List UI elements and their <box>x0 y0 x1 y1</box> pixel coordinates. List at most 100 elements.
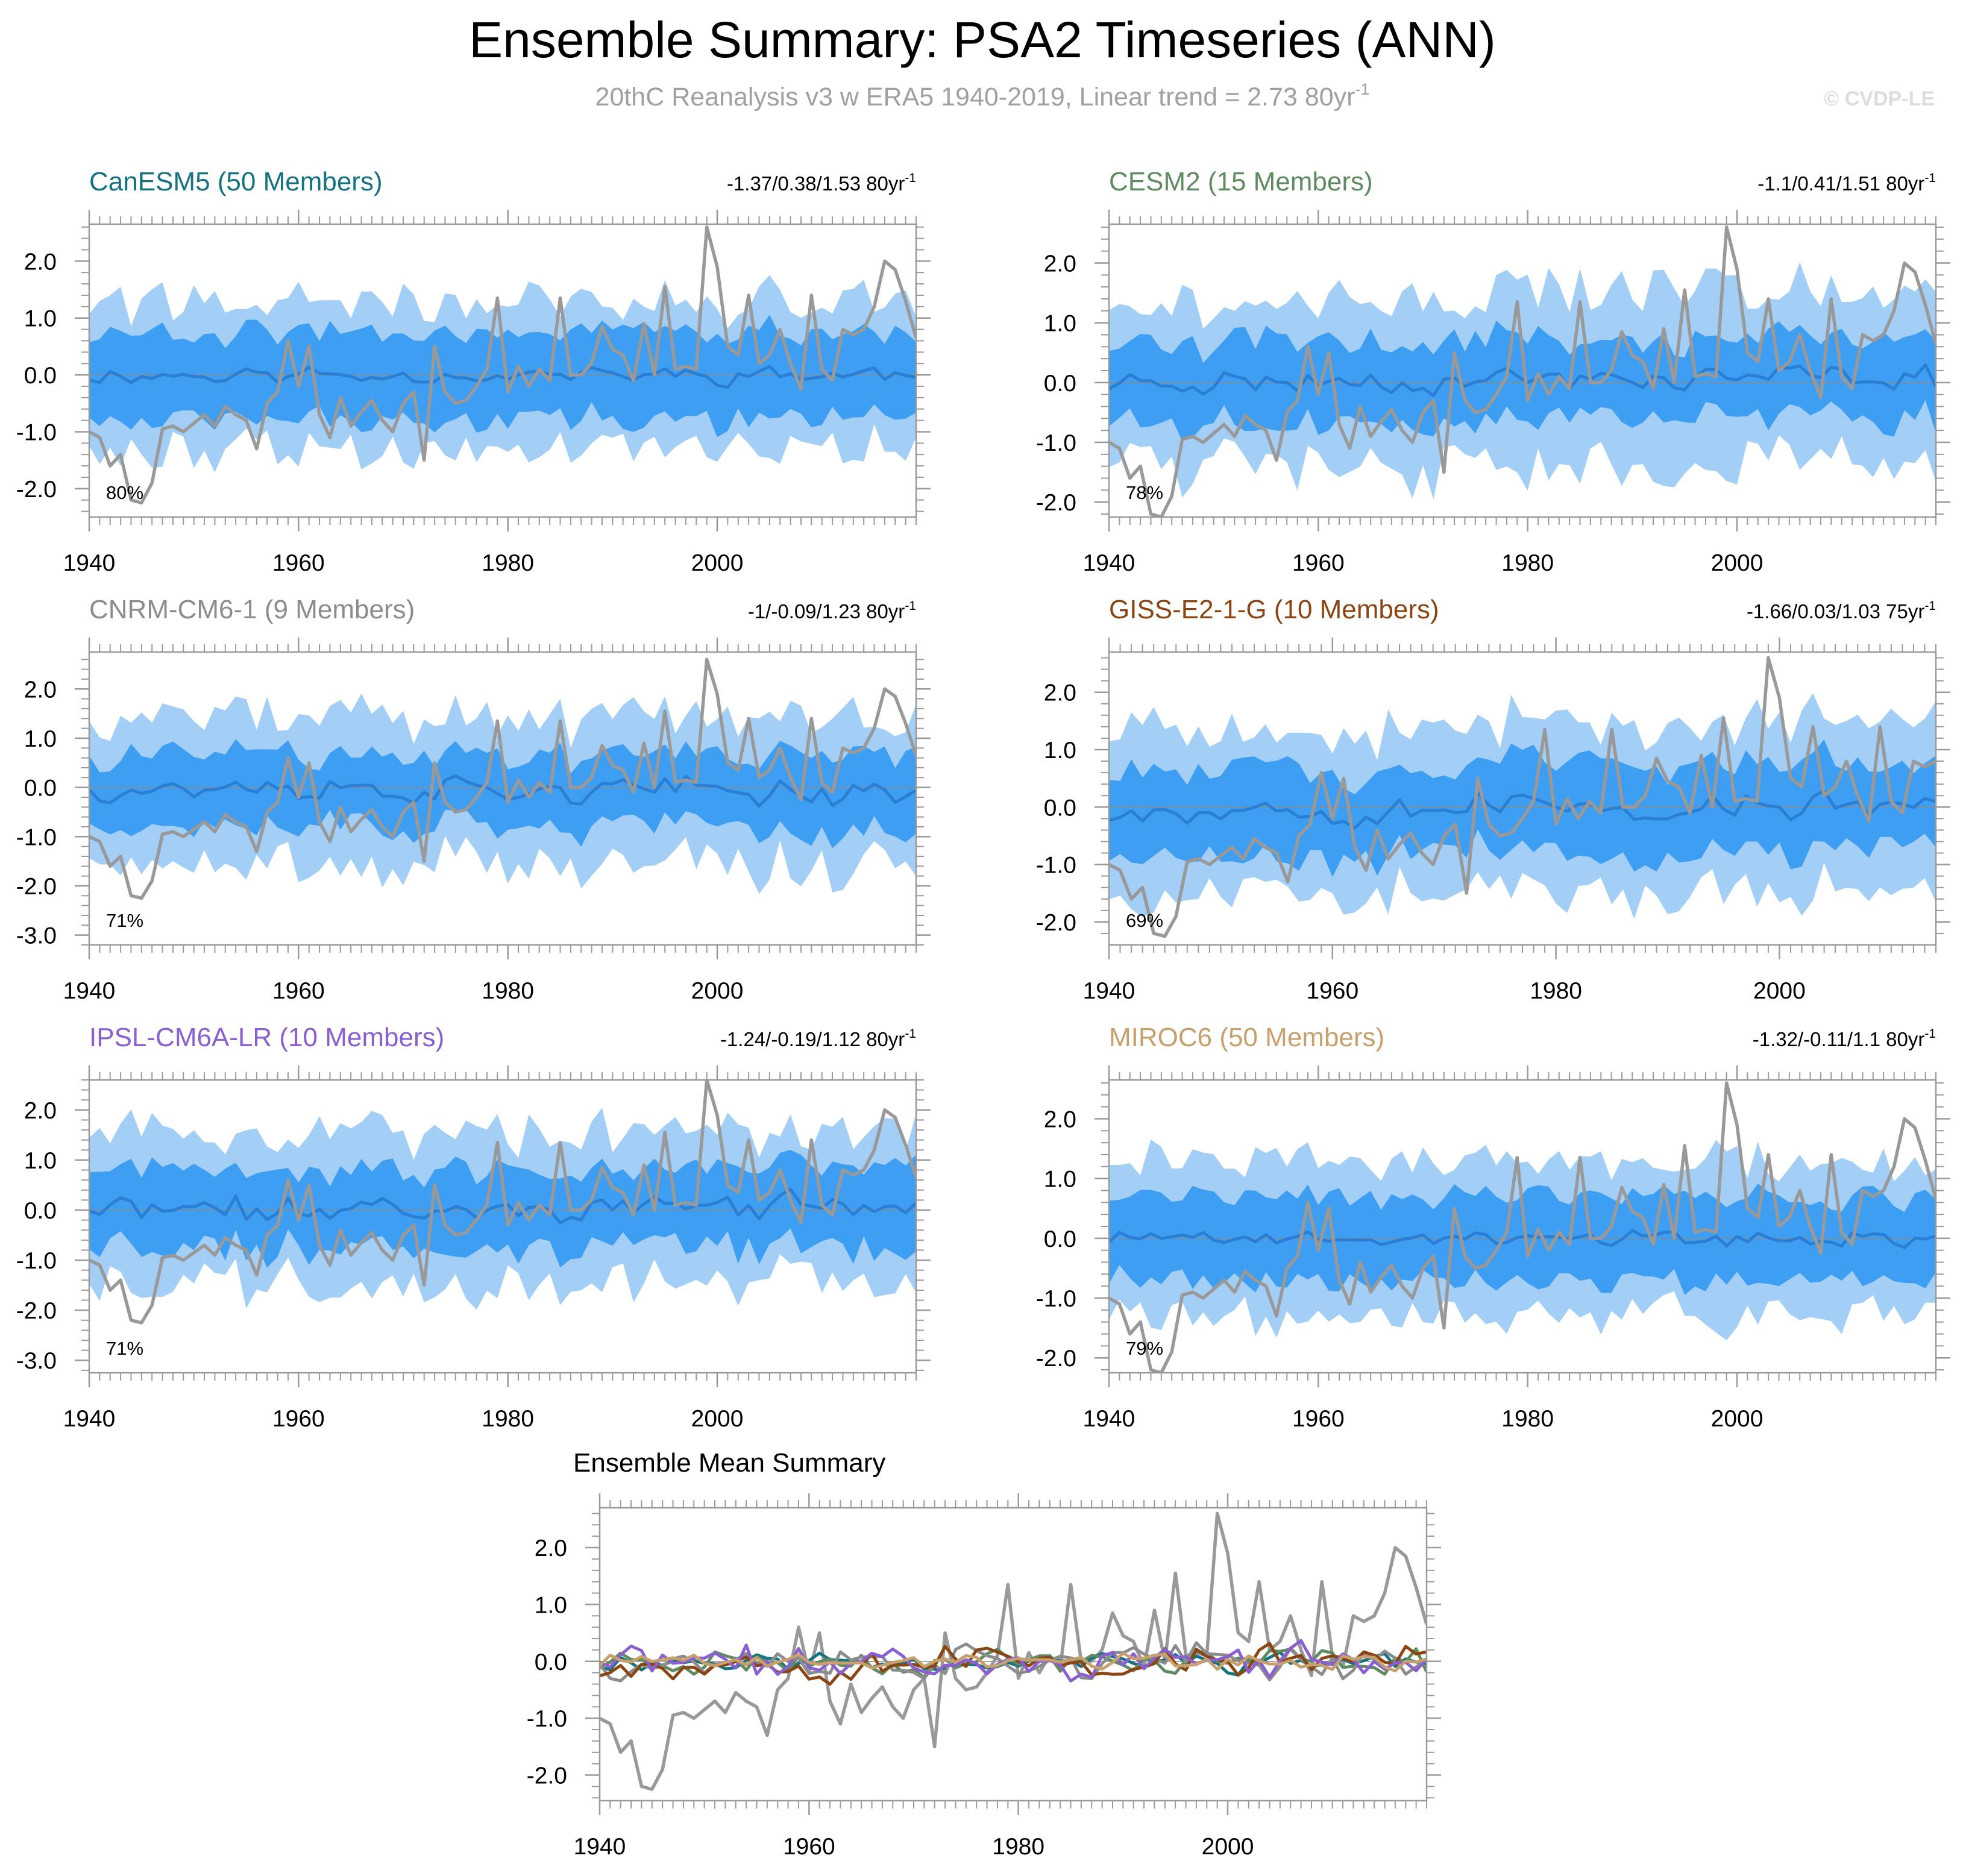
giss-e2-1-g-ensemble-mean-line <box>1109 789 1936 830</box>
canesm5-stats-superscript: -1 <box>905 171 916 185</box>
cnrm-cm6-1-minor-ticks <box>81 644 924 953</box>
cnrm-cm6-1-xtick-label: 2000 <box>691 978 744 1004</box>
miroc6-ytick-label: -1.0 <box>1036 1286 1076 1312</box>
canesm5-ensemble-mean-line <box>89 365 916 389</box>
giss-e2-1-g-xtick-label: 1940 <box>1083 978 1135 1004</box>
cesm2-ytick-label: 1.0 <box>1044 311 1076 337</box>
ipsl-cm6a-lr-stats-text: -1.24/-0.19/1.12 80yr <box>720 1028 905 1050</box>
ipsl-cm6a-lr-xtick-label: 1980 <box>482 1406 534 1432</box>
cnrm-cm6-1-ytick-label: 2.0 <box>24 677 57 703</box>
cnrm-cm6-1-ytick-label: -1.0 <box>16 824 57 850</box>
ipsl-cm6a-lr-panel-title: IPSL-CM6A-LR (10 Members) <box>89 1023 444 1052</box>
cnrm-cm6-1-ytick-label: 1.0 <box>24 726 57 752</box>
miroc6-xtick-label: 1960 <box>1292 1406 1345 1432</box>
cesm2-plot-area <box>1109 225 1936 517</box>
miroc6-xtick-label: 1980 <box>1501 1406 1554 1432</box>
ensemble-mean-ytick-label: -2.0 <box>527 1763 567 1789</box>
ensemble-mean-ytick-label: 0.0 <box>535 1649 567 1675</box>
canesm5-plot-area <box>89 225 916 505</box>
cnrm-cm6-1-stats-text: -1/-0.09/1.23 80yr <box>748 600 905 623</box>
miroc6-panel-stats: -1.32/-0.11/1.1 80yr-1 <box>1753 1027 1936 1050</box>
panel-giss-e2-1-g: GISS-E2-1-G (10 Members) -1.66/0.03/1.03 … <box>1036 595 1950 1004</box>
cesm2-xtick-label: 1980 <box>1501 550 1554 576</box>
giss-e2-1-g-xtick-label: 1960 <box>1306 978 1358 1004</box>
ipsl-cm6a-lr-axes-frame <box>88 1079 917 1374</box>
giss-e2-1-g-observations-line <box>1109 656 1936 938</box>
canesm5-ytick-label: 2.0 <box>24 249 57 275</box>
miroc6-percent-label: 79% <box>1126 1338 1163 1359</box>
giss-e2-1-g-panel-stats: -1.66/0.03/1.03 75yr-1 <box>1747 599 1936 623</box>
canesm5-xtick-label: 1960 <box>272 550 325 576</box>
ipsl-cm6a-lr-ytick-label: 0.0 <box>24 1198 57 1224</box>
cnrm-cm6-1-ytick-label: -2.0 <box>16 874 57 900</box>
canesm5-observations-line <box>89 225 916 505</box>
ipsl-cm6a-lr-xtick-label: 2000 <box>691 1406 744 1432</box>
giss-e2-1-g-percent-label: 69% <box>1126 910 1163 931</box>
miroc6-ytick-label: 2.0 <box>1044 1106 1076 1132</box>
giss-e2-1-g-panel-title: GISS-E2-1-G (10 Members) <box>1109 595 1439 624</box>
canesm5-xtick-label: 2000 <box>691 550 744 576</box>
cnrm-cm6-1-xtick-label: 1980 <box>482 978 534 1004</box>
canesm5-xtick-label: 1980 <box>482 550 534 576</box>
miroc6-xtick-label: 1940 <box>1083 1406 1135 1432</box>
cesm2-ytick-label: -1.0 <box>1036 430 1076 456</box>
ipsl-cm6a-lr-ensemble-mean-line <box>89 1187 916 1225</box>
cnrm-cm6-1-axes-frame <box>88 651 917 946</box>
panel-cnrm-cm6-1: CNRM-CM6-1 (9 Members) -1/-0.09/1.23 80yr… <box>16 595 931 1004</box>
cesm2-xtick-label: 1960 <box>1292 550 1345 576</box>
canesm5-stats-text: -1.37/0.38/1.53 80yr <box>727 172 905 195</box>
ipsl-cm6a-lr-observations-line <box>89 1080 916 1325</box>
ipsl-cm6a-lr-xtick-label: 1940 <box>63 1406 116 1432</box>
summary-panel-title: Ensemble Mean Summary <box>573 1448 885 1478</box>
miroc6-ytick-label: 1.0 <box>1044 1167 1076 1193</box>
ensemble-mean-ytick-label: -1.0 <box>527 1706 567 1732</box>
canesm5-axes-frame <box>88 223 917 518</box>
ipsl-cm6a-lr-inner-spread-band <box>89 1150 916 1268</box>
cnrm-cm6-1-inner-spread-band <box>89 739 916 849</box>
ipsl-cm6a-lr-stats-superscript: -1 <box>905 1027 916 1041</box>
cesm2-xtick-label: 2000 <box>1711 550 1764 576</box>
ensemble-mean-observations-line <box>600 1511 1427 1791</box>
miroc6-plot-area <box>1109 1081 1936 1373</box>
canesm5-xtick-label: 1940 <box>63 550 116 576</box>
cnrm-cm6-1-ensemble-mean-line <box>89 774 916 808</box>
cnrm-cm6-1-observations-line <box>89 657 916 900</box>
cnrm-cm6-1-panel-title: CNRM-CM6-1 (9 Members) <box>89 595 415 624</box>
canesm5-inner-spread-band <box>89 315 916 438</box>
cesm2-stats-superscript: -1 <box>1924 171 1936 185</box>
giss-e2-1-g-xtick-label: 1980 <box>1530 978 1582 1004</box>
ipsl-cm6a-lr-xtick-label: 1960 <box>272 1406 325 1432</box>
canesm5-ytick-label: 0.0 <box>24 363 57 389</box>
ensemble-mean-xtick-label: 1980 <box>992 1834 1044 1860</box>
cesm2-panel-stats: -1.1/0.41/1.51 80yr-1 <box>1757 171 1936 195</box>
canesm5-percent-label: 80% <box>106 482 143 503</box>
figure-subtitle: 20thC Reanalysis v3 w ERA5 1940-2019, Li… <box>595 80 1370 111</box>
cnrm-cm6-1-ytick-label: 0.0 <box>24 776 57 802</box>
canesm5-ytick-label: -1.0 <box>16 419 57 445</box>
miroc6-xtick-label: 2000 <box>1711 1406 1764 1432</box>
panel-ipsl-cm6a-lr: IPSL-CM6A-LR (10 Members) -1.24/-0.19/1.1… <box>16 1023 931 1432</box>
series-line-miroc6 <box>600 1651 1427 1673</box>
cesm2-stats-text: -1.1/0.41/1.51 80yr <box>1757 172 1924 195</box>
ipsl-cm6a-lr-panel-stats: -1.24/-0.19/1.12 80yr-1 <box>720 1027 916 1050</box>
panel-miroc6: MIROC6 (50 Members) -1.32/-0.11/1.1 80yr-… <box>1036 1023 1950 1432</box>
giss-e2-1-g-xtick-label: 2000 <box>1753 978 1806 1004</box>
miroc6-inner-spread-band <box>1109 1183 1936 1295</box>
ensemble-mean-ytick-label: 1.0 <box>535 1592 567 1618</box>
cnrm-cm6-1-panel-stats: -1/-0.09/1.23 80yr-1 <box>748 599 916 623</box>
miroc6-panel-title: MIROC6 (50 Members) <box>1109 1023 1384 1052</box>
cnrm-cm6-1-percent-label: 71% <box>106 910 143 931</box>
cesm2-percent-label: 78% <box>1126 482 1163 503</box>
watermark: © CVDP-LE <box>1824 87 1935 110</box>
miroc6-stats-text: -1.32/-0.11/1.1 80yr <box>1753 1028 1925 1050</box>
giss-e2-1-g-plot-area <box>1109 656 1936 938</box>
ipsl-cm6a-lr-ytick-label: 2.0 <box>24 1098 57 1124</box>
cesm2-xtick-label: 1940 <box>1083 550 1135 576</box>
cesm2-ensemble-mean-line <box>1109 363 1936 397</box>
panel-cesm2: CESM2 (15 Members) -1.1/0.41/1.51 80yr-1 7… <box>1036 167 1950 576</box>
canesm5-panel-title: CanESM5 (50 Members) <box>89 167 383 196</box>
cesm2-ytick-label: 2.0 <box>1044 251 1076 277</box>
ensemble-mean-axes-frame <box>598 1507 1428 1802</box>
cnrm-cm6-1-plot-area <box>89 657 916 900</box>
